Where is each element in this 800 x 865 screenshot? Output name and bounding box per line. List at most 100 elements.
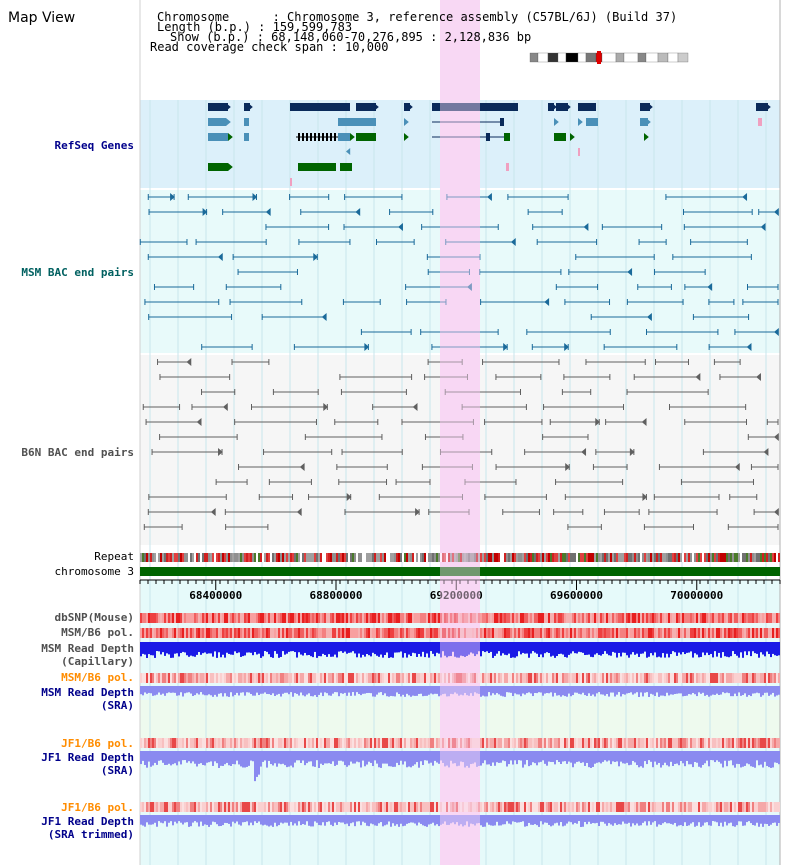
msm-depth-capillary-bar <box>566 642 568 658</box>
msm-b6-pol-2-heat-cell <box>272 673 274 683</box>
msm-bac-pair-arrow <box>707 283 713 291</box>
msm-depth-sra-bar <box>514 686 516 694</box>
dbsnp-heat-cell <box>774 613 776 623</box>
dbsnp-heat-cell <box>630 613 632 623</box>
msm-depth-sra-bar <box>406 686 408 694</box>
repeat-segment <box>202 553 204 562</box>
msm-b6-pol-2-heat-cell <box>282 673 284 683</box>
jf1-b6-pol-2-heat-cell <box>510 802 512 812</box>
msm-b6-pol-2-heat-cell <box>402 673 404 683</box>
msm-b6-pol-2-heat-cell <box>752 673 754 683</box>
msm-depth-capillary-bar <box>346 642 348 654</box>
msm-depth-sra-bar <box>240 686 242 693</box>
track-label-msm-b6-pol[interactable]: MSM/B6 pol. <box>61 626 134 639</box>
jf1-b6-pol-2-heat-cell <box>690 802 692 812</box>
jf1-depth-sra-bar <box>166 751 168 765</box>
repeat-segment <box>500 553 502 562</box>
msm-depth-capillary-bar <box>632 642 634 653</box>
jf1-depth-sra-bar <box>266 751 268 768</box>
msm-depth-capillary-bar <box>178 642 180 657</box>
msm-b6-pol-2-heat-cell <box>452 673 454 683</box>
b6n-bac-pair-arrow <box>218 448 223 456</box>
msm-depth-capillary-bar <box>492 642 494 658</box>
dbsnp-heat-cell <box>422 613 424 623</box>
track-label-jf1-b6-pol-2[interactable]: JF1/B6 pol. <box>61 801 134 814</box>
jf1-b6-pol-heat-cell <box>260 738 262 748</box>
track-label-dbsnp[interactable]: dbSNP(Mouse) <box>54 611 134 624</box>
jf1-depth-sra-bar <box>190 751 192 764</box>
jf1-b6-pol-heat-cell <box>578 738 580 748</box>
msm-depth-capillary-bar <box>726 642 728 657</box>
jf1-b6-pol-2-heat-cell <box>216 802 218 812</box>
jf1-b6-pol-2-heat-cell <box>248 802 250 812</box>
jf1-depth-trimmed-bar <box>236 815 238 822</box>
dbsnp-heat-cell <box>468 613 470 623</box>
jf1-depth-sra-bar <box>638 751 640 768</box>
dbsnp-heat-cell <box>298 613 300 623</box>
msm-b6-pol-2-heat-cell <box>264 673 266 683</box>
msm-b6-pol-heat-cell <box>264 628 266 638</box>
jf1-depth-trimmed-bar <box>624 815 626 824</box>
dbsnp-heat-cell <box>360 613 362 623</box>
jf1-depth-trimmed-bar <box>364 815 366 823</box>
dbsnp-heat-cell <box>762 613 764 623</box>
gene-strand-arrow <box>646 118 651 126</box>
track-label-jf1-depth-sra[interactable]: JF1 Read Depth (SRA) <box>41 751 134 777</box>
dbsnp-heat-cell <box>722 613 724 623</box>
jf1-depth-sra-bar <box>526 751 528 761</box>
msm-b6-pol-2-heat-cell <box>172 673 174 683</box>
dbsnp-heat-cell <box>692 613 694 623</box>
repeat-segment <box>388 553 390 562</box>
msm-depth-capillary-bar <box>680 642 682 655</box>
msm-depth-sra-bar <box>482 686 484 696</box>
jf1-b6-pol-2-heat-cell <box>764 802 766 812</box>
track-label-msm-depth-sra[interactable]: MSM Read Depth (SRA) <box>41 686 134 712</box>
repeat-segment <box>478 553 480 562</box>
jf1-b6-pol-2-heat-cell <box>636 802 638 812</box>
dbsnp-heat-cell <box>234 613 236 623</box>
msm-depth-sra-bar <box>294 686 296 694</box>
jf1-b6-pol-2-heat-cell <box>338 802 340 812</box>
jf1-depth-trimmed-bar <box>474 815 476 826</box>
jf1-depth-trimmed-bar <box>352 815 354 823</box>
msm-b6-pol-heat-cell <box>192 628 194 638</box>
dbsnp-heat-cell <box>628 613 630 623</box>
track-label-jf1-depth-trimmed[interactable]: JF1 Read Depth (SRA trimmed) <box>41 815 134 841</box>
repeat-segment <box>676 553 678 562</box>
jf1-depth-trimmed-bar <box>210 815 212 825</box>
jf1-depth-sra-bar <box>730 751 732 761</box>
msm-b6-pol-2-heat-cell <box>236 673 238 683</box>
jf1-depth-trimmed-bar <box>318 815 320 826</box>
dbsnp-heat-cell <box>316 613 318 623</box>
msm-b6-pol-heat-cell <box>566 628 568 638</box>
dbsnp-heat-cell <box>500 613 502 623</box>
repeat-segment <box>458 553 460 562</box>
msm-b6-pol-heat-cell <box>294 628 296 638</box>
repeat-segment <box>692 553 694 562</box>
repeat-segment <box>432 553 434 562</box>
jf1-depth-sra-bar <box>552 751 554 762</box>
track-label-msm-b6-pol-2[interactable]: MSM/B6 pol. <box>61 671 134 684</box>
msm-b6-pol-2-heat-cell <box>586 673 588 683</box>
msm-depth-capillary-bar <box>370 642 372 657</box>
msm-depth-capillary-bar <box>558 642 560 655</box>
track-label-msm-bac[interactable]: MSM BAC end pairs <box>21 266 134 279</box>
jf1-depth-trimmed-bar <box>324 815 326 826</box>
jf1-depth-trimmed-bar <box>330 815 332 825</box>
jf1-b6-pol-2-heat-cell <box>352 802 354 812</box>
track-label-refseq[interactable]: RefSeq Genes <box>54 139 134 152</box>
track-label-msm-depth-capillary[interactable]: MSM Read Depth (Capillary) <box>41 642 134 668</box>
repeat-segment <box>286 553 288 562</box>
msm-b6-pol-heat-cell <box>510 628 512 638</box>
ideogram-band <box>547 52 559 63</box>
track-label-b6n-bac[interactable]: B6N BAC end pairs <box>21 446 134 459</box>
jf1-depth-sra-bar <box>442 751 444 763</box>
msm-b6-pol-2-heat-cell <box>660 673 662 683</box>
jf1-b6-pol-2-heat-cell <box>298 802 300 812</box>
msm-depth-sra-bar <box>436 686 438 694</box>
jf1-depth-sra-bar <box>458 751 460 766</box>
track-label-jf1-b6-pol[interactable]: JF1/B6 pol. <box>61 737 134 750</box>
msm-b6-pol-heat-cell <box>546 628 548 638</box>
jf1-b6-pol-2-heat-cell <box>444 802 446 812</box>
